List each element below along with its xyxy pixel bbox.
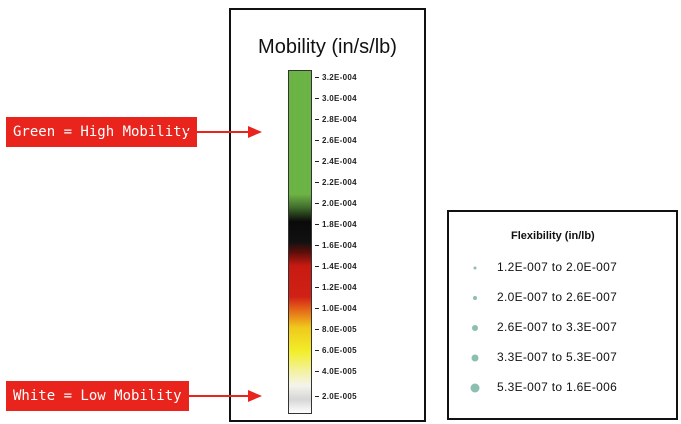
tick-label: 4.0E-005 — [315, 367, 357, 377]
dot-marker-icon — [471, 354, 479, 362]
flexibility-legend-panel: Flexibility (in/lb) 1.2E-007 to 2.0E-007… — [447, 210, 678, 420]
high-mobility-callout: Green = High Mobility — [6, 117, 198, 147]
flexibility-title: Flexibility (in/lb) — [511, 230, 595, 242]
legend-item: 1.2E-007 to 2.0E-007 — [465, 258, 675, 278]
dot-marker-icon — [473, 296, 477, 300]
legend-item-label: 5.3E-007 to 1.6E-006 — [497, 380, 618, 394]
legend-item-label: 1.2E-007 to 2.0E-007 — [497, 260, 618, 274]
dot-marker-icon — [470, 383, 480, 393]
tick-label: 1.6E-004 — [315, 241, 357, 251]
tick-label: 1.8E-004 — [315, 220, 357, 230]
tick-label: 1.0E-004 — [315, 304, 357, 314]
tick-label: 6.0E-005 — [315, 346, 357, 356]
dot-marker-icon — [472, 325, 478, 331]
tick-label: 2.2E-004 — [315, 178, 357, 188]
tick-label: 1.2E-004 — [315, 283, 357, 293]
tick-label: 2.0E-005 — [315, 392, 357, 402]
legend-item: 2.0E-007 to 2.6E-007 — [465, 288, 675, 308]
tick-label: 2.6E-004 — [315, 136, 357, 146]
tick-label: 3.0E-004 — [315, 94, 357, 104]
legend-item-label: 2.6E-007 to 3.3E-007 — [497, 320, 618, 334]
tick-label: 2.4E-004 — [315, 157, 357, 167]
legend-item: 5.3E-007 to 1.6E-006 — [465, 378, 675, 398]
tick-label: 2.8E-004 — [315, 115, 357, 125]
mobility-title: Mobility (in/s/lb) — [258, 36, 397, 58]
mobility-legend-panel: Mobility (in/s/lb) 3.2E-004 3.0E-004 2.8… — [229, 8, 426, 422]
tick-label: 8.0E-005 — [315, 325, 357, 335]
legend-item: 2.6E-007 to 3.3E-007 — [465, 318, 675, 338]
legend-item-label: 3.3E-007 to 5.3E-007 — [497, 350, 618, 364]
arrow-right-icon — [186, 390, 262, 402]
arrow-right-icon — [186, 126, 262, 138]
low-mobility-callout: White = Low Mobility — [6, 381, 189, 411]
mobility-colorbar — [288, 70, 312, 414]
tick-label: 3.2E-004 — [315, 73, 357, 83]
tick-label: 1.4E-004 — [315, 262, 357, 272]
dot-marker-icon — [473, 266, 477, 270]
tick-label: 2.0E-004 — [315, 199, 357, 209]
legend-item-label: 2.0E-007 to 2.6E-007 — [497, 290, 618, 304]
legend-item: 3.3E-007 to 5.3E-007 — [465, 348, 675, 368]
